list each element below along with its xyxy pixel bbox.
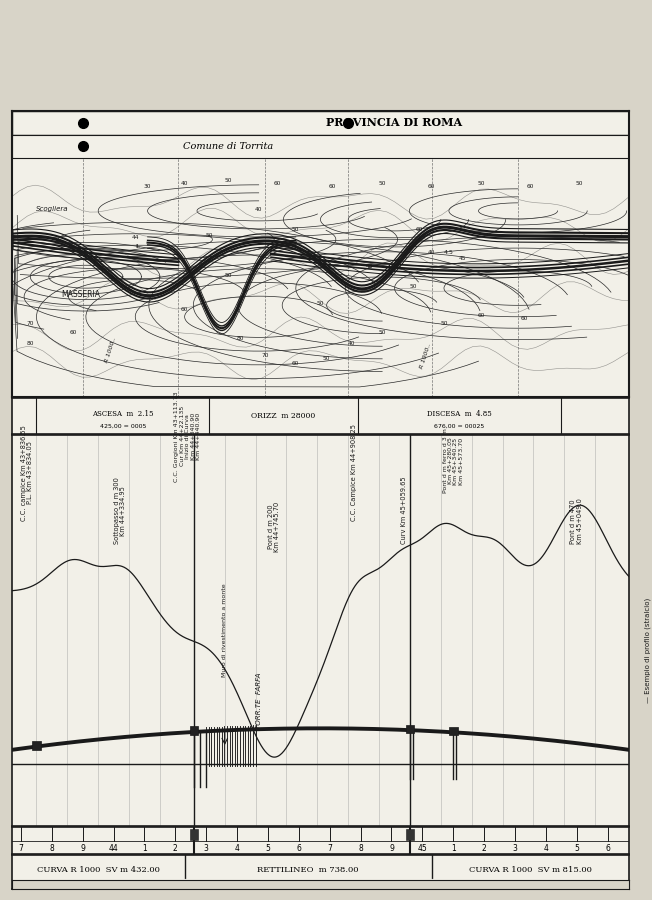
Text: Comune di Torrita: Comune di Torrita	[183, 142, 273, 151]
Text: 9: 9	[389, 843, 394, 852]
Text: 60: 60	[477, 313, 484, 318]
Text: 50: 50	[576, 181, 584, 186]
Text: C.C. campice Km 43+836.55
P.L. Km 43+834.05: C.C. campice Km 43+836.55 P.L. Km 43+834…	[21, 425, 33, 521]
Text: 4: 4	[235, 843, 239, 852]
Text: 50: 50	[440, 321, 448, 327]
Text: 2: 2	[173, 843, 178, 852]
Text: ASCESA  m  2.15: ASCESA m 2.15	[92, 410, 154, 418]
Text: 60: 60	[292, 362, 299, 366]
Bar	[406, 724, 414, 733]
Text: 50: 50	[205, 232, 213, 238]
Text: 425,00 = 0005: 425,00 = 0005	[100, 424, 146, 429]
Text: 50: 50	[224, 178, 231, 184]
Text: 45: 45	[417, 843, 427, 852]
Text: 44: 44	[132, 236, 139, 240]
Bar	[12, 111, 629, 135]
Text: R 1000..: R 1000..	[419, 343, 432, 369]
Text: 50: 50	[317, 302, 324, 306]
Text: 60: 60	[527, 184, 534, 189]
Text: 1: 1	[451, 843, 456, 852]
Text: 50: 50	[292, 227, 299, 232]
Text: 50: 50	[323, 356, 331, 361]
Text: Curv Km 45+059.65: Curv Km 45+059.65	[401, 477, 407, 544]
Bar	[406, 829, 413, 840]
Text: 50: 50	[378, 181, 386, 186]
Text: 6: 6	[297, 843, 301, 852]
Bar	[190, 829, 198, 840]
Text: 80: 80	[27, 341, 34, 346]
Bar	[185, 879, 432, 889]
Text: C.C. Campice Km 44+908.25: C.C. Campice Km 44+908.25	[351, 424, 357, 521]
Text: 2: 2	[482, 843, 486, 852]
Text: CURVA R 1000  SV m 815.00: CURVA R 1000 SV m 815.00	[469, 867, 592, 875]
Text: 1: 1	[142, 843, 147, 852]
Text: 60: 60	[274, 181, 281, 186]
Text: 7: 7	[327, 843, 332, 852]
Text: Sottopasso d m 300
Km 44+334.95: Sottopasso d m 300 Km 44+334.95	[113, 477, 126, 544]
Text: CURVA R 1000  SV m 432.00: CURVA R 1000 SV m 432.00	[37, 867, 160, 875]
Text: 60: 60	[428, 184, 436, 189]
Text: 3: 3	[204, 843, 209, 852]
Text: C.C. Gorgioni Km 43+113.73
Cur Km 44+22.135
Inizio di Curva
Km 44+340.90
Km 44+4: C.C. Gorgioni Km 43+113.73 Cur Km 44+22.…	[174, 392, 201, 482]
Text: Scogliera: Scogliera	[37, 206, 69, 211]
Text: Muro di rivestimento a monte: Muro di rivestimento a monte	[222, 583, 228, 678]
Text: ORIZZ  m 28000: ORIZZ m 28000	[251, 412, 316, 419]
Text: — Esempio di profilo (stralcio): — Esempio di profilo (stralcio)	[645, 598, 651, 703]
Text: PROVINCIA DI ROMA: PROVINCIA DI ROMA	[327, 117, 463, 129]
Text: 70: 70	[27, 321, 34, 327]
Text: 60: 60	[415, 227, 423, 232]
Text: 40: 40	[255, 207, 263, 211]
Text: 60: 60	[329, 184, 336, 189]
Text: 40: 40	[181, 181, 188, 186]
Text: 50: 50	[409, 284, 417, 289]
Text: 6: 6	[605, 843, 610, 852]
Text: Pont d m 200
Km 44+745.70: Pont d m 200 Km 44+745.70	[268, 502, 280, 553]
Text: 40: 40	[348, 341, 355, 346]
Text: 50: 50	[378, 330, 386, 335]
Text: 5: 5	[265, 843, 271, 852]
Text: 50: 50	[477, 181, 484, 186]
Text: RETTILINEO  m 738.00: RETTILINEO m 738.00	[258, 867, 359, 875]
Text: 40: 40	[428, 250, 436, 255]
Text: 45: 45	[459, 256, 466, 260]
Text: DISCESA  m  4.85: DISCESA m 4.85	[427, 410, 492, 418]
Text: 60: 60	[520, 316, 528, 320]
Text: 5: 5	[574, 843, 579, 852]
Text: 60: 60	[181, 307, 188, 312]
Bar	[190, 726, 198, 735]
Text: R 1000..: R 1000..	[104, 337, 117, 364]
Text: 8: 8	[358, 843, 363, 852]
Text: MASSERIA: MASSERIA	[61, 290, 100, 299]
Text: 80: 80	[237, 336, 244, 341]
Bar	[449, 727, 458, 735]
Bar	[32, 741, 41, 750]
Text: 60: 60	[70, 330, 77, 335]
Text: 40: 40	[366, 264, 374, 269]
Bar	[12, 135, 629, 158]
Text: 3: 3	[512, 843, 518, 852]
Text: 4.5: 4.5	[444, 250, 454, 255]
Text: Pont d m ferro d 3 m
Km 45+280.05
Km 45+340.25
Km 45+573.70: Pont d m ferro d 3 m Km 45+280.05 Km 45+…	[443, 428, 464, 493]
Text: 30: 30	[144, 184, 151, 189]
Text: 4: 4	[543, 843, 548, 852]
Text: Pont d m 470
Km 45+049.0: Pont d m 470 Km 45+049.0	[570, 499, 583, 544]
Text: 9: 9	[80, 843, 85, 852]
Text: 8: 8	[50, 843, 54, 852]
Text: 7: 7	[18, 843, 23, 852]
Text: 676,00 = 00025: 676,00 = 00025	[434, 424, 484, 429]
Text: 50: 50	[224, 273, 231, 278]
Text: TORR.TE  FARFA: TORR.TE FARFA	[256, 672, 261, 729]
Text: 70: 70	[261, 353, 269, 358]
Text: lL: lL	[135, 244, 140, 249]
Text: 44: 44	[109, 843, 119, 852]
